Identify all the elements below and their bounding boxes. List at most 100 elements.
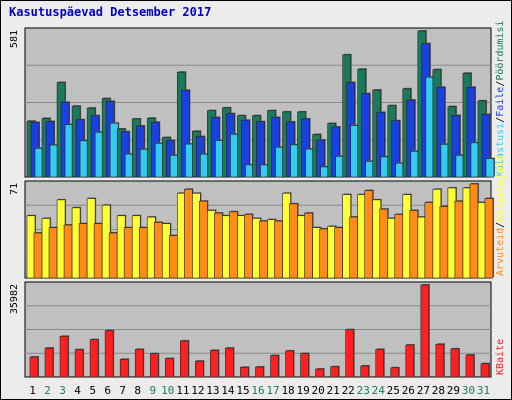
bar-arvuteid-2 [48, 227, 58, 279]
x-label-day-9: 9 [149, 384, 156, 397]
bar-kbaite-17 [270, 355, 279, 378]
bar-kbaite-12 [195, 360, 204, 378]
bar-arvuteid-17 [274, 220, 283, 279]
bar-kbaite-19 [300, 353, 309, 378]
bar-kbaite-25 [390, 367, 400, 378]
bar-kbaite-4 [74, 349, 84, 378]
bar-arvuteid-1 [33, 232, 43, 279]
x-label-day-25: 25 [387, 384, 400, 397]
x-label-day-20: 20 [312, 384, 325, 397]
bar-kbaite-3 [59, 336, 69, 378]
bar-arvuteid-24 [379, 208, 389, 279]
y-max-label: 35982 [9, 284, 20, 314]
bar-kbaite-16 [255, 366, 264, 378]
bar-arvuteid-16 [259, 220, 268, 279]
x-label-day-30: 30 [462, 384, 475, 397]
legend-separator: / [495, 81, 506, 87]
bar-kbaite-24 [375, 349, 385, 378]
bar-arvuteid-14 [229, 211, 238, 279]
x-label-day-24: 24 [372, 384, 386, 397]
bar-arvuteid-25 [394, 214, 404, 279]
bar-arvuteid-11 [184, 188, 193, 279]
x-label-day-26: 26 [402, 384, 415, 397]
x-label-day-4: 4 [74, 384, 81, 397]
bar-arvuteid-9 [153, 222, 163, 279]
x-label-day-17: 17 [266, 384, 279, 397]
bar-kbaite-10 [164, 358, 174, 378]
x-label-day-6: 6 [104, 384, 111, 397]
bar-külastusi-31 [485, 158, 495, 178]
bar-arvuteid-6 [108, 232, 118, 279]
bar-kbaite-14 [225, 347, 234, 378]
bar-kbaite-31 [480, 363, 490, 378]
bar-kbaite-5 [89, 339, 99, 378]
legend-külastajaid: Külastajaid [495, 156, 506, 222]
bar-kbaite-23 [360, 365, 370, 378]
legend-kbaite: KBaite [495, 339, 506, 375]
bar-arvuteid-19 [304, 212, 313, 279]
bar-kbaite-28 [435, 343, 445, 378]
bar-kbaite-2 [44, 347, 54, 378]
x-label-day-28: 28 [432, 384, 445, 397]
legend-faile: Faile [495, 87, 506, 117]
bar-arvuteid-5 [93, 223, 103, 279]
bar-kbaite-8 [134, 349, 144, 378]
bar-kbaite-7 [119, 359, 129, 378]
bar-arvuteid-12 [199, 200, 208, 279]
bar-arvuteid-15 [244, 214, 253, 279]
x-label-day-18: 18 [281, 384, 294, 397]
bar-kbaite-21 [330, 366, 339, 378]
x-label-day-22: 22 [342, 384, 355, 397]
bar-arvuteid-8 [138, 227, 148, 279]
bar-kbaite-26 [405, 344, 415, 378]
bar-arvuteid-30 [469, 183, 479, 279]
x-label-day-29: 29 [447, 384, 460, 397]
bar-kbaite-13 [210, 350, 219, 378]
x-label-day-31: 31 [477, 384, 490, 397]
x-label-day-2: 2 [44, 384, 51, 397]
x-label-day-19: 19 [296, 384, 309, 397]
bar-arvuteid-23 [364, 190, 374, 279]
x-label-day-13: 13 [206, 384, 219, 397]
legend-arvuteid: Arvuteid [495, 228, 506, 276]
x-label-day-27: 27 [417, 384, 430, 397]
x-label-day-8: 8 [134, 384, 141, 397]
bar-kbaite-6 [104, 330, 114, 378]
legend-panel-2: Arvuteid/Külastajaid [495, 156, 506, 276]
bar-kbaite-29 [450, 348, 460, 378]
bar-arvuteid-4 [78, 223, 88, 279]
x-label-day-7: 7 [119, 384, 126, 397]
bar-kbaite-22 [345, 329, 354, 378]
bar-arvuteid-20 [319, 228, 328, 279]
bar-arvuteid-28 [439, 206, 449, 279]
x-label-day-5: 5 [89, 384, 96, 397]
bar-kbaite-30 [465, 354, 475, 378]
bar-arvuteid-29 [454, 200, 464, 279]
bar-kbaite-20 [315, 368, 324, 378]
legend-panel-1: Külastusi/Faile/Pöördumisi [495, 20, 506, 177]
x-label-day-12: 12 [191, 384, 204, 397]
bar-kbaite-9 [149, 353, 159, 378]
bar-kbaite-15 [240, 366, 249, 378]
bar-kbaite-18 [285, 350, 294, 378]
x-label-day-10: 10 [161, 384, 174, 397]
x-label-day-16: 16 [251, 384, 264, 397]
bar-arvuteid-26 [409, 210, 419, 279]
y-max-label: 71 [9, 183, 20, 195]
bar-kbaite-27 [420, 284, 430, 378]
legend-panel-3: KBaite [495, 339, 506, 375]
x-label-day-11: 11 [176, 384, 189, 397]
bar-arvuteid-31 [484, 198, 494, 279]
bar-arvuteid-21 [334, 227, 343, 279]
bar-kbaite-11 [180, 340, 189, 378]
legend-separator: / [495, 222, 506, 228]
legend-separator: / [495, 117, 506, 123]
x-label-day-3: 3 [59, 384, 66, 397]
bar-arvuteid-7 [123, 227, 133, 279]
bar-arvuteid-3 [63, 224, 73, 279]
y-max-label: 581 [9, 30, 20, 48]
x-label-day-15: 15 [236, 384, 249, 397]
bar-arvuteid-10 [168, 235, 178, 279]
